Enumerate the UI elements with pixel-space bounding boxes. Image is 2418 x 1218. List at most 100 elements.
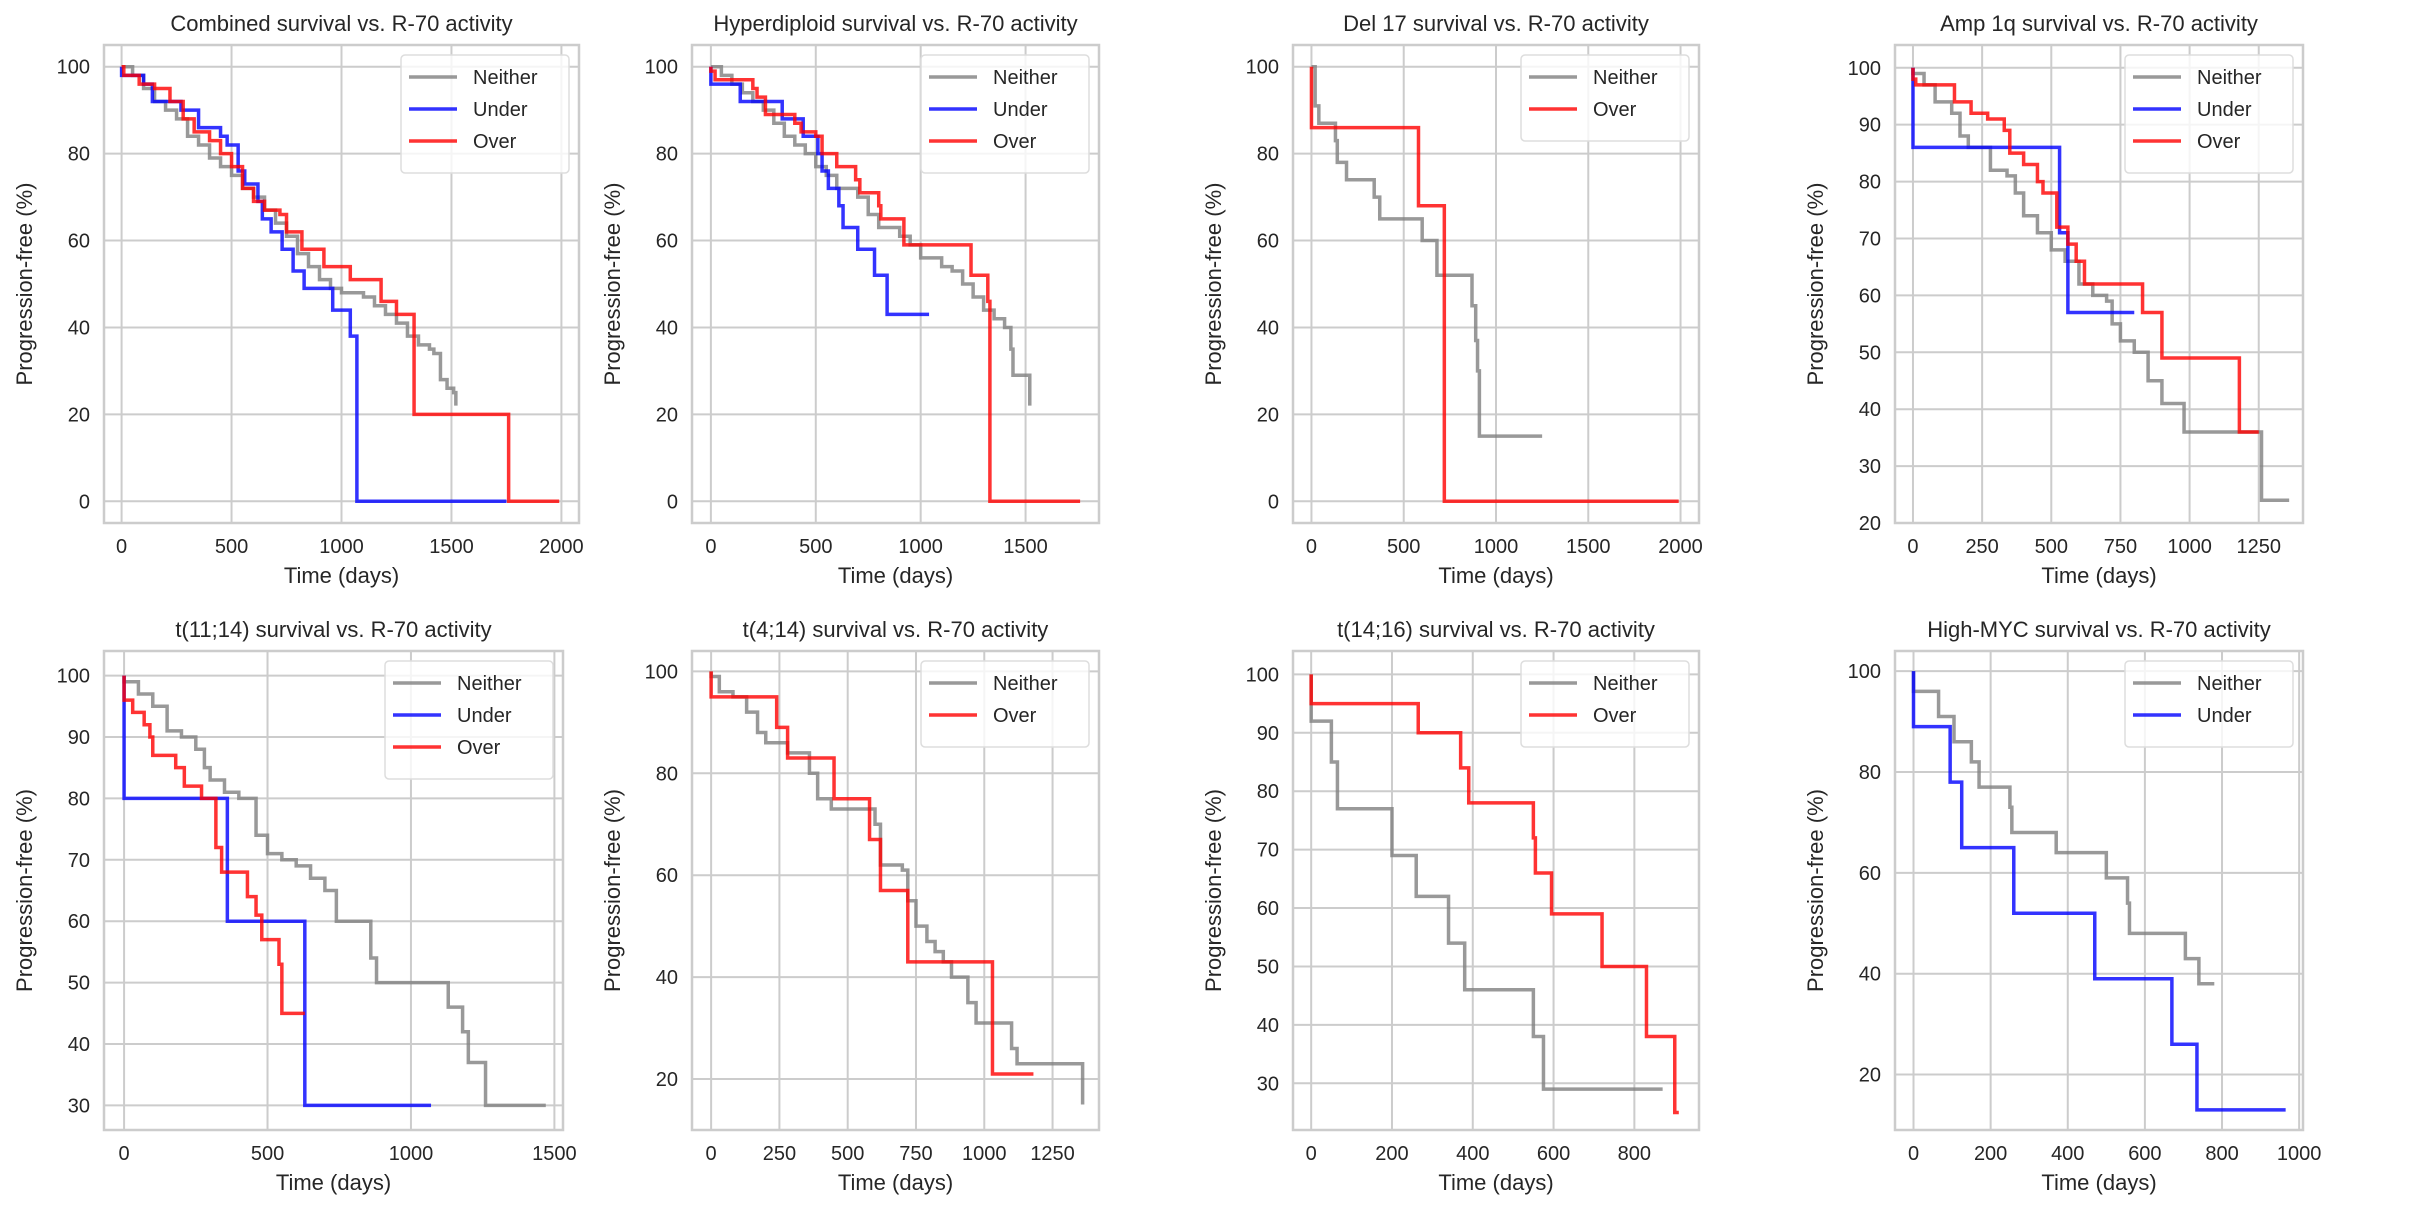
y-tick-label: 40 — [1257, 1015, 1279, 1037]
x-tick-label: 500 — [251, 1143, 284, 1165]
x-tick-label: 250 — [1965, 536, 1998, 558]
y-axis-label: Progression-free (%) — [600, 183, 625, 386]
x-axis-label: Time (days) — [2041, 1170, 2156, 1195]
y-tick-label: 30 — [1859, 456, 1881, 478]
legend: Neither Over — [920, 660, 1090, 748]
y-tick-label: 80 — [1257, 144, 1279, 166]
chart-title: t(14;16) survival vs. R-70 activity — [1337, 617, 1655, 642]
legend-label: Over — [1593, 99, 1637, 121]
x-tick-label: 2000 — [539, 536, 584, 558]
y-axis-label: Progression-free (%) — [1803, 183, 1828, 386]
y-tick-label: 90 — [68, 727, 90, 749]
x-axis-label: Time (days) — [2041, 563, 2156, 588]
curve-neither — [1311, 64, 1543, 438]
curve-over — [122, 675, 305, 1016]
x-tick-label: 200 — [1974, 1143, 2007, 1165]
y-tick-label: 30 — [1257, 1073, 1279, 1095]
x-tick-label: 0 — [706, 1143, 717, 1165]
x-tick-label: 0 — [119, 1143, 130, 1165]
y-axis-label: Progression-free (%) — [1803, 789, 1828, 992]
legend-label: Under — [473, 99, 528, 121]
legend-label: Neither — [473, 67, 538, 89]
y-tick-label: 60 — [1257, 231, 1279, 253]
legend-label: Under — [2197, 99, 2252, 121]
legend-label: Neither — [1593, 673, 1658, 695]
x-axis-label: Time (days) — [838, 1170, 953, 1195]
y-tick-label: 90 — [1257, 723, 1279, 745]
x-axis-label: Time (days) — [1438, 1170, 1553, 1195]
y-axis-label: Progression-free (%) — [12, 183, 37, 386]
y-tick-label: 60 — [68, 231, 90, 253]
x-tick-label: 500 — [1387, 536, 1420, 558]
y-axis-label: Progression-free (%) — [600, 789, 625, 992]
x-tick-label: 500 — [831, 1143, 864, 1165]
chart-panel: 0 500 1000 1500 2000 0 20 40 60 80 100 Combined sur… — [12, 11, 584, 588]
curve-neither — [709, 671, 1085, 1105]
x-tick-label: 1000 — [1474, 536, 1519, 558]
axes-frame — [102, 43, 581, 525]
chart-title: Hyperdiploid survival vs. R-70 activity — [713, 11, 1077, 36]
y-tick-label: 70 — [1859, 228, 1881, 250]
legend-label: Over — [473, 131, 517, 153]
y-tick-label: 80 — [1859, 762, 1881, 784]
y-tick-label: 80 — [1257, 781, 1279, 803]
axes-frame — [690, 43, 1101, 525]
y-tick-label: 50 — [1859, 342, 1881, 364]
x-tick-label: 800 — [2205, 1143, 2238, 1165]
curve-neither — [1309, 674, 1663, 1091]
x-tick-label: 1500 — [532, 1143, 577, 1165]
axes-frame — [1291, 649, 1701, 1132]
x-tick-label: 1500 — [1003, 536, 1048, 558]
curve-over — [1911, 67, 2259, 434]
x-tick-label: 1000 — [962, 1143, 1007, 1165]
axes-frame — [690, 649, 1101, 1132]
y-tick-label: 40 — [656, 967, 678, 989]
legend-box — [920, 54, 1090, 174]
x-tick-label: 1000 — [389, 1143, 434, 1165]
y-tick-label: 50 — [1257, 956, 1279, 978]
legend-label: Over — [993, 131, 1037, 153]
x-tick-label: 1000 — [319, 536, 364, 558]
x-tick-label: 600 — [1537, 1143, 1570, 1165]
x-tick-label: 750 — [2104, 536, 2137, 558]
y-tick-label: 70 — [68, 850, 90, 872]
y-tick-label: 30 — [68, 1095, 90, 1117]
chart-panel: 0 500 1000 1500 2000 0 20 40 60 80 100 Del 17 survi… — [1201, 11, 1703, 588]
y-tick-label: 80 — [68, 144, 90, 166]
chart-title: Amp 1q survival vs. R-70 activity — [1940, 11, 2258, 36]
y-axis-label: Progression-free (%) — [1201, 183, 1226, 386]
x-tick-label: 1250 — [1030, 1143, 1075, 1165]
y-tick-label: 40 — [1859, 964, 1881, 986]
chart-panel: 0 500 1000 1500 0 20 40 60 80 100 Hyperdiploid sur… — [600, 11, 1101, 588]
chart-panel: 0 500 1000 1500 30 40 50 60 70 80 90 100 t(11;14) su… — [12, 617, 577, 1195]
y-tick-label: 20 — [68, 404, 90, 426]
legend-label: Over — [2197, 131, 2241, 153]
curve-neither — [1911, 67, 2290, 502]
y-tick-label: 100 — [1848, 58, 1881, 80]
legend-label: Over — [993, 705, 1037, 727]
y-tick-label: 40 — [1859, 399, 1881, 421]
legend: Neither Under Over — [384, 660, 554, 780]
y-tick-label: 60 — [656, 865, 678, 887]
x-tick-label: 1500 — [1566, 536, 1611, 558]
y-tick-label: 60 — [1257, 898, 1279, 920]
x-tick-label: 0 — [1907, 536, 1918, 558]
legend-label: Over — [457, 737, 501, 759]
y-tick-label: 60 — [1859, 285, 1881, 307]
curve-under — [709, 66, 930, 317]
y-tick-label: 20 — [656, 1069, 678, 1091]
legend-box — [400, 54, 570, 174]
x-tick-label: 1000 — [2167, 536, 2212, 558]
x-tick-label: 0 — [705, 536, 716, 558]
legend-label: Neither — [2197, 67, 2262, 89]
legend-label: Under — [993, 99, 1048, 121]
curve-over — [709, 671, 1034, 1076]
y-tick-label: 0 — [79, 491, 90, 513]
y-tick-label: 60 — [68, 911, 90, 933]
legend-label: Over — [1593, 705, 1637, 727]
y-axis-label: Progression-free (%) — [1201, 789, 1226, 992]
legend-label: Under — [2197, 705, 2252, 727]
chart-title: t(4;14) survival vs. R-70 activity — [743, 617, 1049, 642]
curve-under — [1911, 67, 2135, 315]
x-tick-label: 0 — [116, 536, 127, 558]
